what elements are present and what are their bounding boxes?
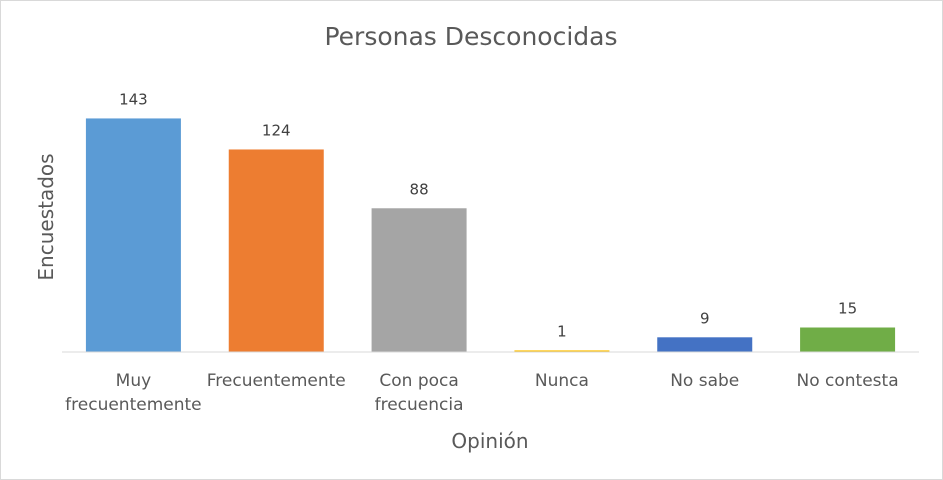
category-label-line: Nunca bbox=[535, 371, 589, 391]
data-labels-group: 143 124 88 1 9 15 bbox=[119, 90, 857, 340]
data-label-4: 1 bbox=[557, 322, 567, 340]
category-label-2: Frecuentemente bbox=[207, 371, 346, 391]
category-label-line: frecuentemente bbox=[65, 395, 201, 415]
category-label-5: No sabe bbox=[670, 371, 739, 391]
bar-6 bbox=[800, 327, 896, 352]
bar-1 bbox=[85, 118, 181, 352]
category-labels-group: Muy frecuentemente Frecuentemente Con poca f… bbox=[65, 371, 898, 415]
data-label-2: 124 bbox=[262, 121, 291, 139]
y-axis-title: Encuestados bbox=[34, 153, 58, 280]
category-label-line: Frecuentemente bbox=[207, 371, 346, 391]
chart-title: Personas Desconocidas bbox=[324, 22, 617, 51]
category-label-4: Nunca bbox=[535, 371, 589, 391]
category-label-1: Muy frecuentemente bbox=[65, 371, 201, 415]
bar-3 bbox=[371, 208, 467, 352]
data-label-3: 88 bbox=[410, 180, 429, 198]
data-label-5: 9 bbox=[700, 309, 710, 327]
category-label-line: frecuencia bbox=[375, 395, 464, 415]
bar-4 bbox=[514, 350, 610, 352]
category-label-line: No contesta bbox=[797, 371, 899, 391]
category-label-line: Con poca bbox=[379, 371, 458, 391]
bar-5 bbox=[657, 337, 753, 352]
category-label-line: Muy bbox=[116, 371, 152, 391]
data-label-6: 15 bbox=[838, 300, 857, 318]
category-label-line: No sabe bbox=[670, 371, 739, 391]
category-label-3: Con poca frecuencia bbox=[375, 371, 464, 415]
bars-group bbox=[85, 118, 896, 352]
category-label-6: No contesta bbox=[797, 371, 899, 391]
data-label-1: 143 bbox=[119, 90, 148, 108]
x-axis-title: Opinión bbox=[451, 429, 528, 453]
bar-2 bbox=[228, 149, 324, 352]
